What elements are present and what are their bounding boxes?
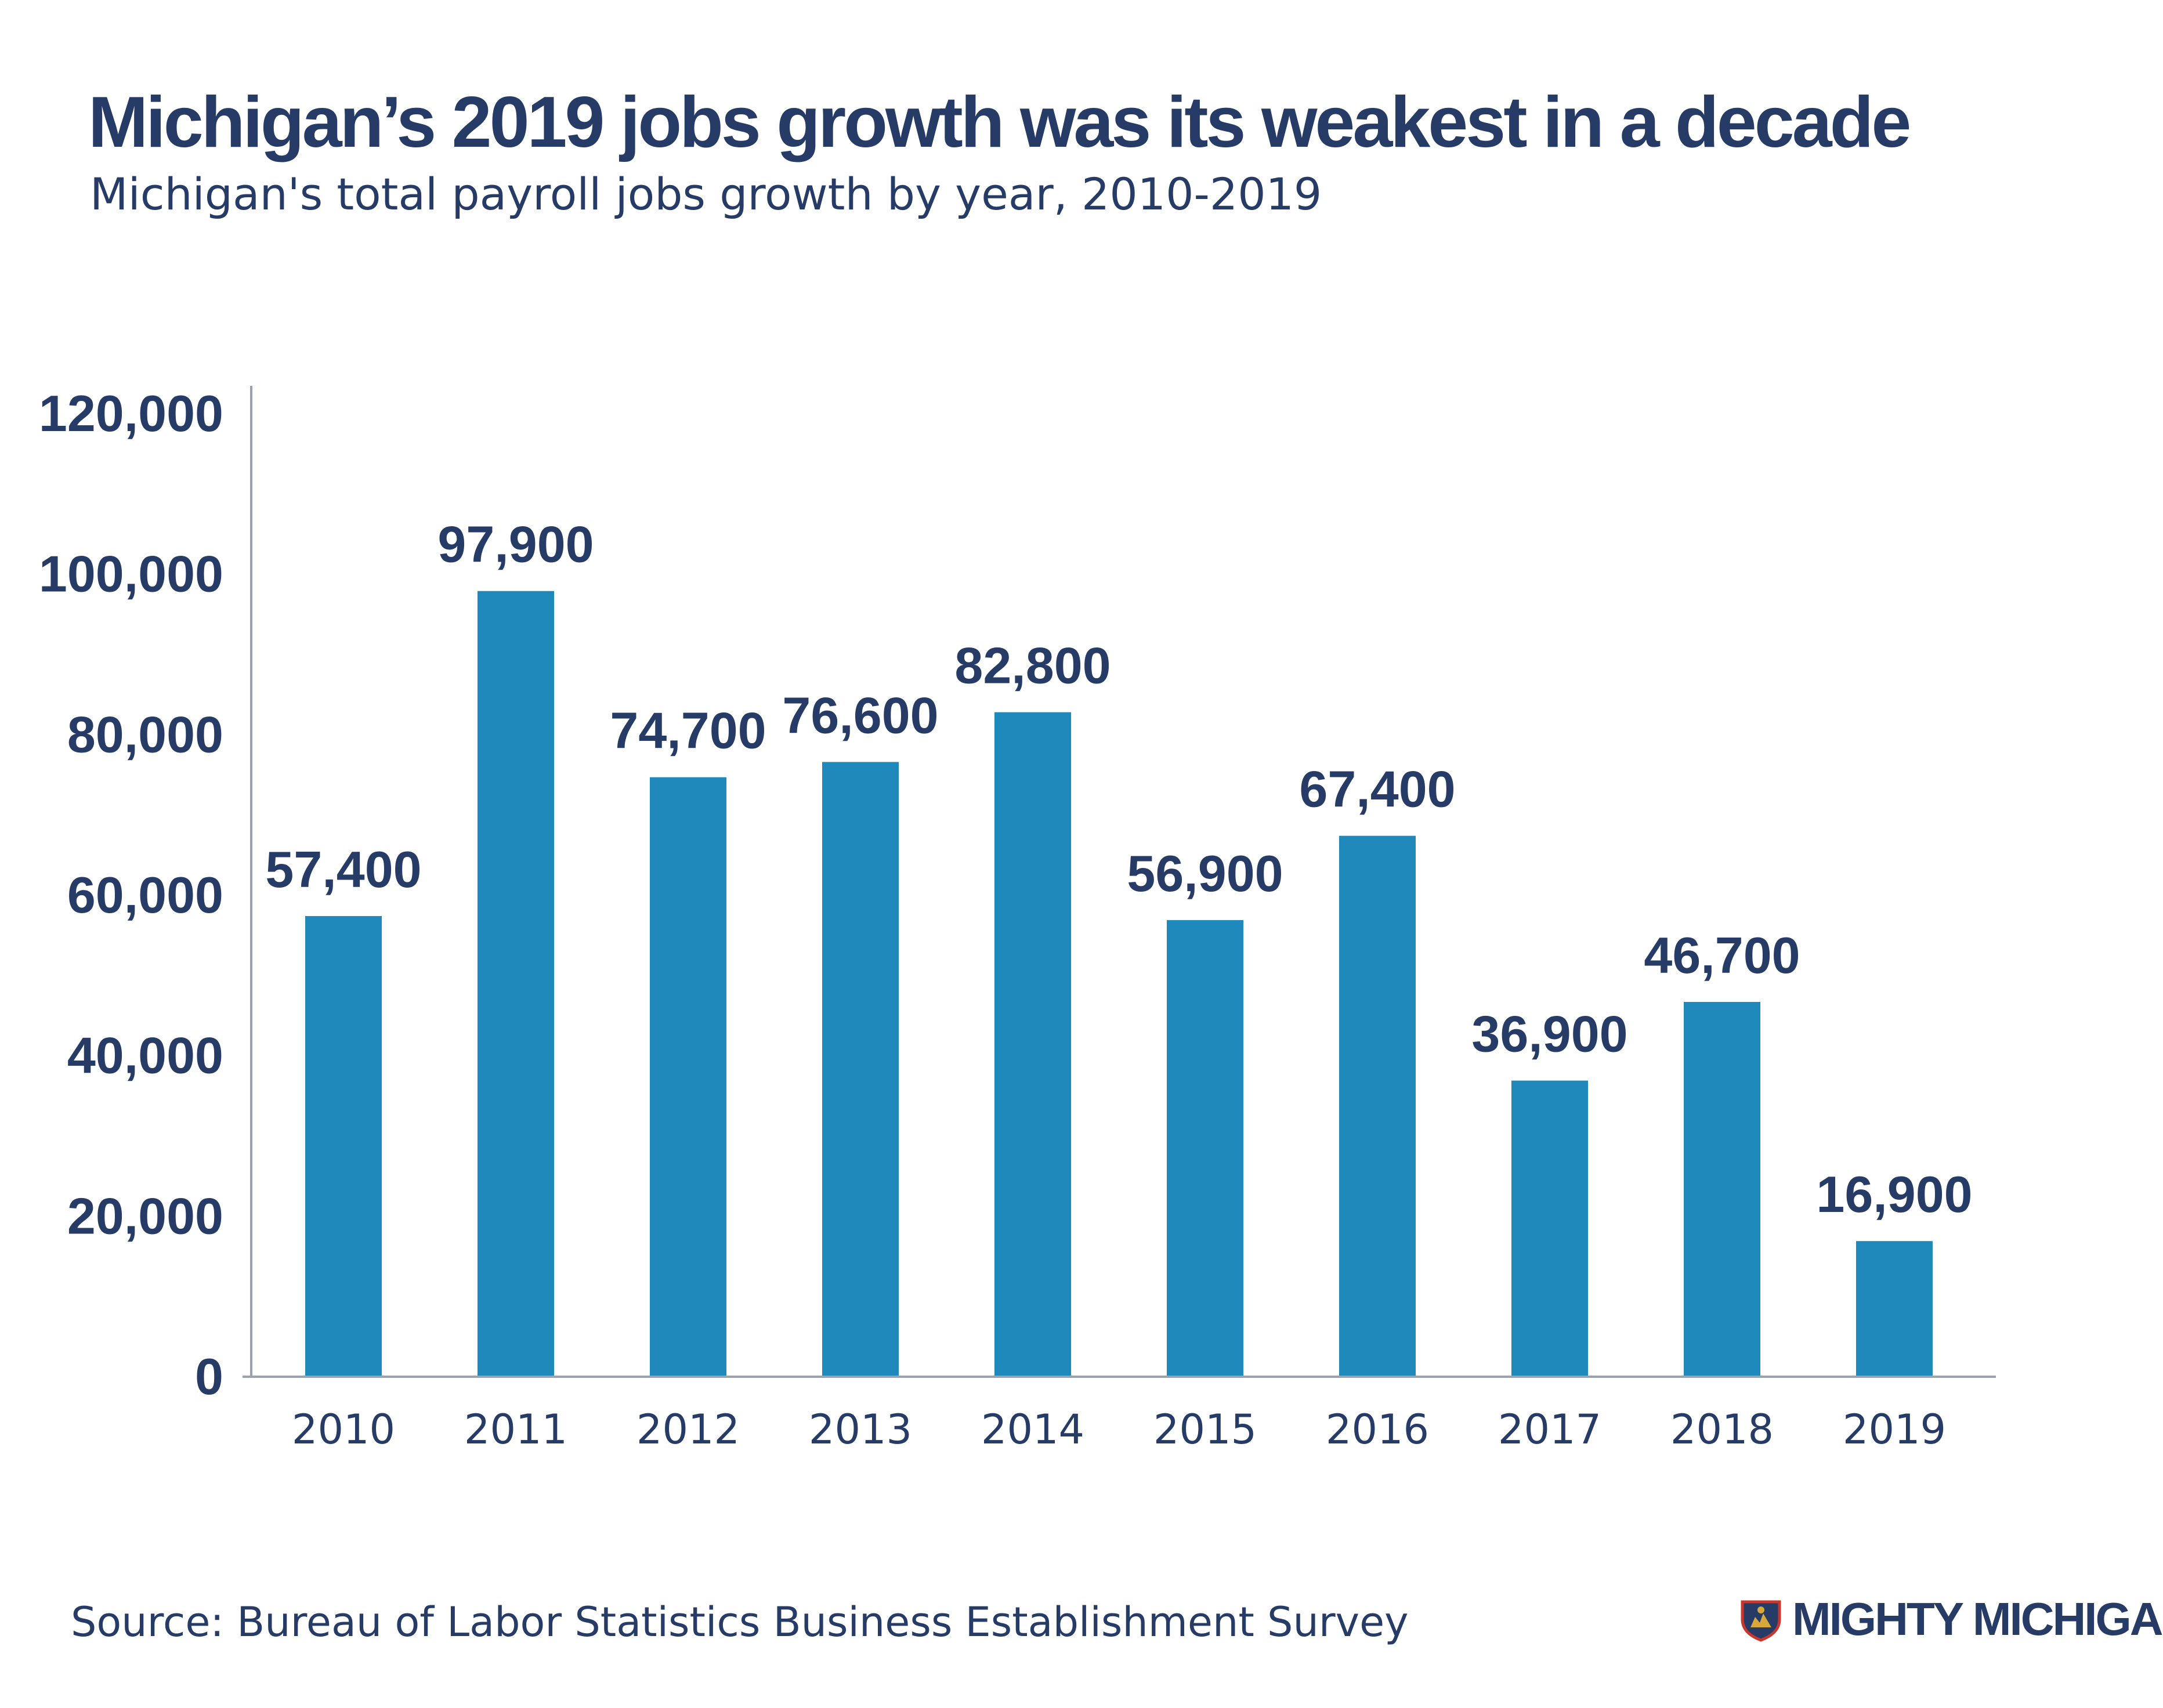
- data-label: 57,400: [265, 841, 421, 898]
- data-label: 56,900: [1127, 845, 1283, 902]
- bar: [305, 915, 382, 1377]
- data-label: 76,600: [782, 686, 938, 744]
- source-note: Source: Bureau of Labor Statistics Busin…: [71, 1598, 1409, 1646]
- y-tick-label: 80,000: [67, 705, 223, 763]
- brand-name: MIGHTY MICHIGAN: [1792, 1593, 2163, 1645]
- x-tick-label: 2016: [1326, 1406, 1429, 1453]
- bars: [305, 591, 1933, 1377]
- data-labels: 57,400 97,900 74,700 76,600 82,800 56,900 67,4…: [265, 516, 1972, 1223]
- bar: [1856, 1241, 1933, 1377]
- x-tick-label: 2019: [1843, 1406, 1946, 1453]
- x-tick-label: 2012: [636, 1406, 740, 1453]
- brand: MIGHTY MICHIGAN: [1738, 1593, 2163, 1646]
- data-label: 36,900: [1471, 1005, 1627, 1063]
- x-tick-label: 2018: [1670, 1406, 1774, 1453]
- x-tick-label: 2010: [292, 1406, 395, 1453]
- data-label: 46,700: [1644, 927, 1800, 984]
- bar: [650, 777, 726, 1377]
- y-axis-ticks: 0 20,000 40,000 60,000 80,000 100,000 120,000: [39, 385, 223, 1405]
- bar: [994, 712, 1071, 1377]
- y-tick-label: 60,000: [67, 866, 223, 924]
- x-tick-label: 2014: [981, 1406, 1084, 1453]
- bar: [1511, 1080, 1588, 1377]
- y-tick-label: 100,000: [39, 545, 223, 603]
- y-tick-label: 20,000: [67, 1187, 223, 1244]
- x-tick-label: 2013: [809, 1406, 912, 1453]
- y-tick-label: 120,000: [39, 385, 223, 442]
- data-label: 97,900: [437, 516, 594, 573]
- bar: [478, 591, 554, 1377]
- chart-subtitle: Michigan's total payroll jobs growth by …: [90, 168, 1322, 220]
- data-label: 82,800: [954, 637, 1111, 694]
- x-tick-label: 2015: [1153, 1406, 1257, 1453]
- data-label: 67,400: [1299, 761, 1455, 818]
- x-tick-label: 2011: [464, 1406, 567, 1453]
- michigan-shield-logo: [1741, 1600, 1781, 1642]
- y-tick-label: 40,000: [67, 1027, 223, 1084]
- data-label: 16,900: [1816, 1166, 1972, 1223]
- bar: [1684, 1001, 1760, 1377]
- bar: [822, 762, 899, 1377]
- x-axis-ticks: 2010 2011 2012 2013 2014 2015 2016 2017 2018 2019: [292, 1406, 1946, 1453]
- x-tick-label: 2017: [1498, 1406, 1601, 1453]
- bar: [1167, 920, 1243, 1377]
- data-label: 74,700: [610, 702, 766, 759]
- bar: [1339, 835, 1416, 1377]
- y-tick-label: 0: [195, 1348, 223, 1405]
- chart-title: Michigan’s 2019 jobs growth was its weak…: [88, 82, 1911, 162]
